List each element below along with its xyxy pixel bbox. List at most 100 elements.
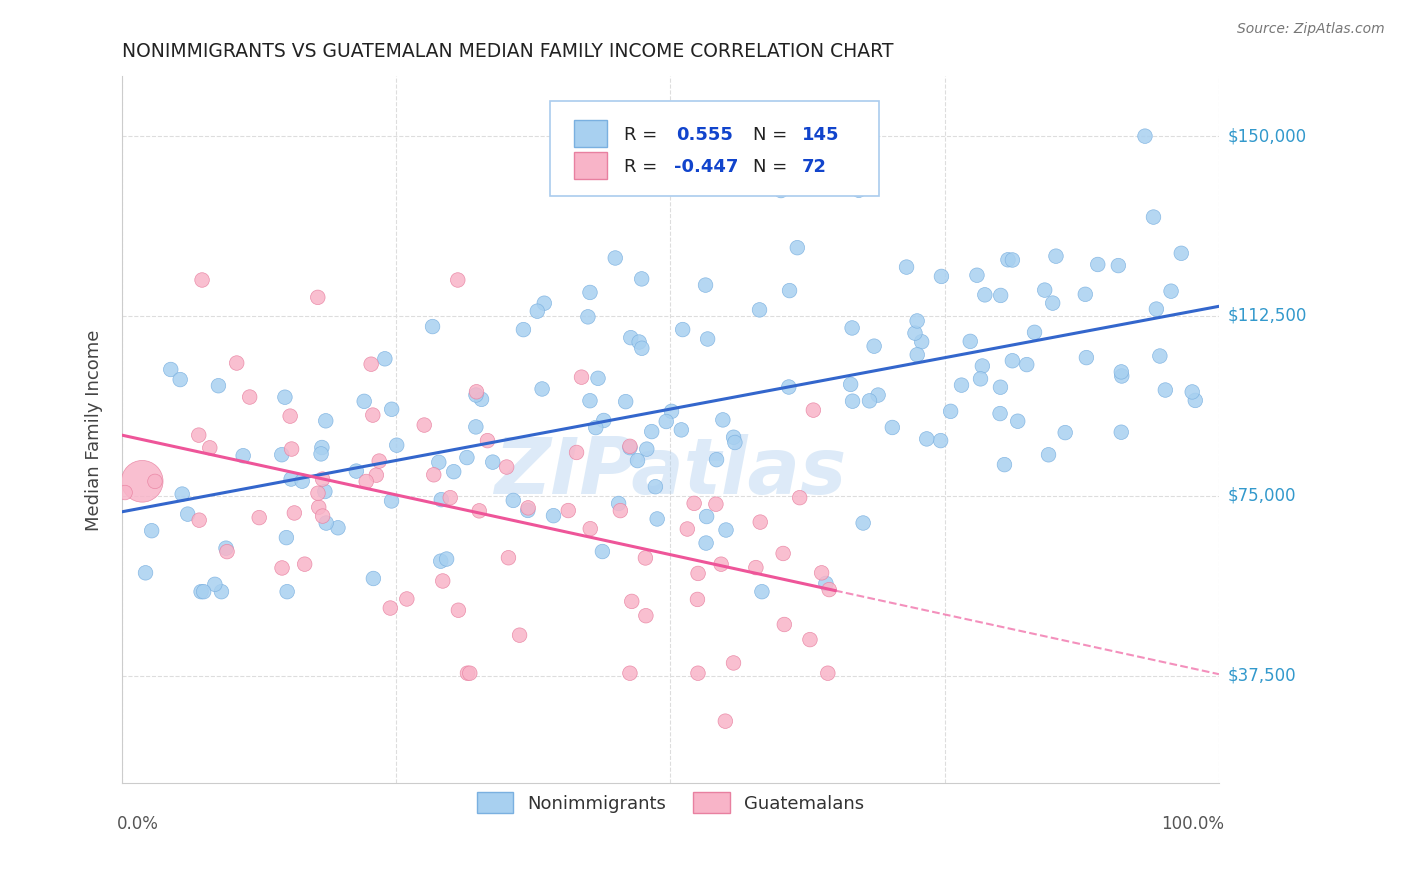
Point (209, 584, 232, 599)
Point (641, 425, 664, 439)
Point (683, 496, 706, 510)
Point (543, 508, 565, 523)
Point (311, 509, 333, 524)
Point (315, 414, 337, 428)
Point (630, 272, 652, 286)
Point (363, 572, 385, 586)
Point (661, 404, 683, 418)
Point (748, 302, 770, 317)
Point (592, 413, 614, 427)
Point (672, 322, 695, 336)
Text: 0.0%: 0.0% (117, 815, 159, 833)
Point (773, 617, 796, 632)
Point (711, 413, 734, 427)
Point (915, 432, 938, 446)
Text: 72: 72 (801, 158, 827, 176)
Point (225, 356, 247, 370)
Point (634, 551, 657, 566)
Point (465, 388, 488, 402)
Point (619, 441, 641, 455)
Text: 145: 145 (801, 126, 839, 144)
Point (422, 319, 444, 334)
Text: NONIMMIGRANTS VS GUATEMALAN MEDIAN FAMILY INCOME CORRELATION CHART: NONIMMIGRANTS VS GUATEMALAN MEDIAN FAMIL… (122, 42, 894, 61)
Point (309, 447, 332, 461)
Point (307, 486, 329, 500)
Point (294, 557, 316, 571)
Point (395, 591, 418, 606)
Point (630, 341, 652, 355)
Point (430, 492, 453, 507)
Point (172, 487, 194, 501)
Point (1054, 425, 1077, 440)
Point (361, 408, 384, 422)
Point (579, 285, 602, 300)
Point (191, 273, 214, 287)
Point (990, 288, 1012, 302)
Point (1133, 129, 1156, 144)
Point (706, 452, 728, 467)
Point (314, 484, 336, 499)
Point (187, 428, 209, 442)
Point (686, 592, 709, 607)
Point (509, 628, 531, 642)
Point (620, 594, 643, 608)
Point (159, 362, 181, 376)
Point (291, 474, 314, 488)
Point (1149, 349, 1171, 363)
Point (931, 269, 953, 284)
Point (655, 415, 678, 429)
Point (456, 666, 478, 681)
Point (1144, 302, 1167, 317)
Point (772, 546, 794, 560)
Point (585, 420, 607, 434)
Point (468, 504, 491, 518)
Point (801, 403, 824, 417)
Point (495, 460, 517, 475)
Point (1015, 358, 1038, 372)
Point (724, 435, 747, 450)
Point (852, 516, 875, 530)
Point (619, 666, 641, 681)
Point (1038, 448, 1060, 462)
Point (1045, 249, 1067, 263)
Point (972, 359, 994, 373)
Point (751, 584, 773, 599)
Point (381, 402, 404, 417)
Point (882, 420, 904, 434)
Point (131, 475, 153, 489)
Point (1001, 252, 1024, 267)
Point (609, 503, 631, 517)
Point (626, 453, 648, 467)
Point (814, 576, 837, 591)
Text: $75,000: $75,000 (1227, 487, 1296, 505)
Point (1142, 210, 1164, 224)
Point (591, 544, 613, 558)
Point (710, 557, 733, 571)
Point (723, 430, 745, 444)
Point (695, 278, 717, 293)
Point (841, 394, 863, 409)
Point (576, 310, 599, 324)
Point (939, 404, 962, 418)
Point (1033, 283, 1056, 297)
Point (993, 458, 1015, 472)
Point (565, 445, 588, 459)
Point (354, 475, 377, 489)
Point (380, 601, 402, 615)
Y-axis label: Median Family Income: Median Family Income (86, 329, 103, 531)
Point (686, 666, 709, 681)
Point (858, 393, 880, 408)
Point (498, 550, 520, 565)
Point (429, 554, 451, 568)
Point (270, 448, 292, 462)
Point (344, 464, 367, 478)
Point (818, 582, 841, 597)
Point (839, 377, 862, 392)
Text: R =: R = (624, 126, 658, 144)
Point (676, 522, 699, 536)
Point (517, 500, 540, 515)
Point (176, 507, 198, 521)
Point (447, 603, 470, 617)
Point (307, 290, 329, 304)
Point (1181, 384, 1204, 399)
